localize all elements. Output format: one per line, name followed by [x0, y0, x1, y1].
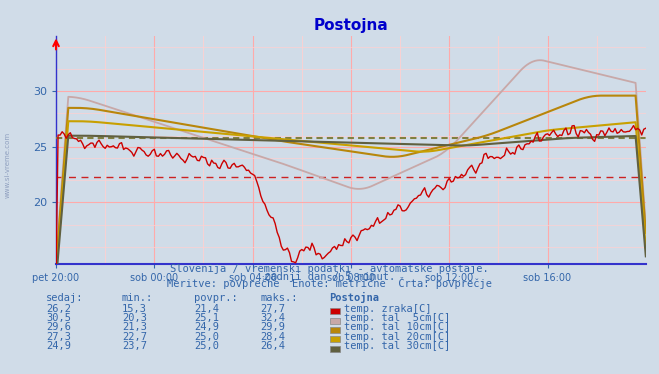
- Text: 21,4: 21,4: [194, 304, 219, 313]
- Text: 24,9: 24,9: [46, 341, 71, 351]
- Text: povpr.:: povpr.:: [194, 293, 238, 303]
- Text: 15,3: 15,3: [122, 304, 147, 313]
- Text: temp. tal 10cm[C]: temp. tal 10cm[C]: [344, 322, 450, 332]
- Text: zadnji dan / 5 minut.: zadnji dan / 5 minut.: [264, 272, 395, 282]
- Text: 22,7: 22,7: [122, 332, 147, 341]
- Text: 27,3: 27,3: [46, 332, 71, 341]
- Text: maks.:: maks.:: [260, 293, 298, 303]
- Text: Postojna: Postojna: [330, 292, 380, 303]
- Text: 20,3: 20,3: [122, 313, 147, 323]
- Text: temp. tal  5cm[C]: temp. tal 5cm[C]: [344, 313, 450, 323]
- Text: Slovenija / vremenski podatki - avtomatske postaje.: Slovenija / vremenski podatki - avtomats…: [170, 264, 489, 274]
- Text: 26,2: 26,2: [46, 304, 71, 313]
- Text: 26,4: 26,4: [260, 341, 285, 351]
- Text: min.:: min.:: [122, 293, 153, 303]
- Text: 28,4: 28,4: [260, 332, 285, 341]
- Text: 25,0: 25,0: [194, 332, 219, 341]
- Title: Postojna: Postojna: [314, 18, 388, 33]
- Text: temp. tal 20cm[C]: temp. tal 20cm[C]: [344, 332, 450, 341]
- Text: 23,7: 23,7: [122, 341, 147, 351]
- Text: sedaj:: sedaj:: [46, 293, 84, 303]
- Text: temp. zraka[C]: temp. zraka[C]: [344, 304, 432, 313]
- Text: 29,9: 29,9: [260, 322, 285, 332]
- Text: temp. tal 30cm[C]: temp. tal 30cm[C]: [344, 341, 450, 351]
- Text: 25,0: 25,0: [194, 341, 219, 351]
- Text: www.si-vreme.com: www.si-vreme.com: [5, 132, 11, 197]
- Text: 32,4: 32,4: [260, 313, 285, 323]
- Text: 25,1: 25,1: [194, 313, 219, 323]
- Text: 24,9: 24,9: [194, 322, 219, 332]
- Text: 21,3: 21,3: [122, 322, 147, 332]
- Text: 30,5: 30,5: [46, 313, 71, 323]
- Text: 29,6: 29,6: [46, 322, 71, 332]
- Text: Meritve: povprečne  Enote: metrične  Črta: povprečje: Meritve: povprečne Enote: metrične Črta:…: [167, 277, 492, 289]
- Text: 27,7: 27,7: [260, 304, 285, 313]
